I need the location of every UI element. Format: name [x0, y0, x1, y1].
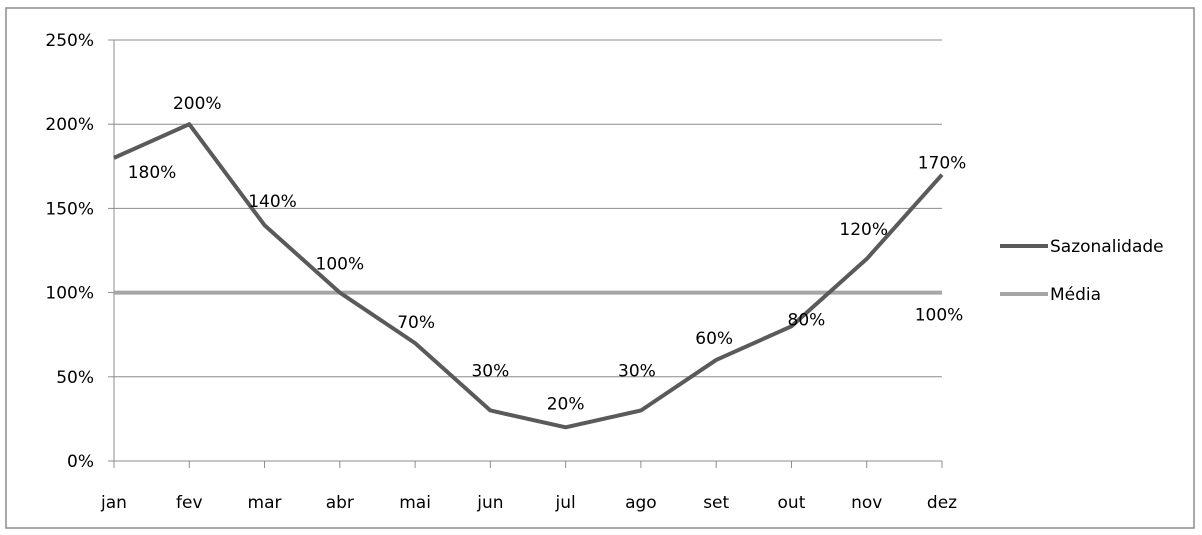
x-tick-label: set	[703, 493, 729, 513]
data-label: 120%	[839, 220, 888, 240]
data-label: 30%	[618, 361, 656, 381]
data-label: 100%	[915, 306, 964, 326]
data-label: 60%	[695, 329, 733, 349]
legend: Sazonalidade Média	[1000, 237, 1164, 305]
x-tick-label: abr	[326, 493, 354, 513]
x-tick-label: mai	[399, 493, 431, 513]
y-tick-label: 200%	[45, 115, 94, 135]
chart-border	[5, 7, 1195, 529]
data-label: 80%	[788, 310, 826, 330]
x-tick-label: out	[778, 493, 806, 513]
data-label: 200%	[173, 94, 222, 114]
data-label: 30%	[471, 361, 509, 381]
y-tick-label: 50%	[56, 368, 94, 388]
x-tick-label: jan	[100, 493, 127, 513]
data-label: 170%	[918, 154, 967, 174]
x-tick-label: fev	[176, 493, 203, 513]
series	[113, 122, 944, 430]
data-label: 20%	[547, 394, 585, 414]
y-tick-label: 150%	[45, 199, 94, 219]
x-tick-label: dez	[927, 493, 957, 513]
data-label: 140%	[248, 192, 297, 212]
y-tick-label: 250%	[45, 31, 94, 51]
legend-label: Sazonalidade	[1050, 237, 1164, 257]
x-tick-label: jun	[476, 493, 503, 513]
x-tick-label: ago	[625, 493, 657, 513]
legend-label: Média	[1050, 285, 1101, 305]
series-line-sazonalidade	[113, 122, 944, 430]
data-labels: 180% 200% 140% 100% 70% 30% 20% 30% 60% 80% 120% 17…	[128, 94, 967, 414]
x-tick-label: jul	[555, 493, 576, 513]
x-tick-label: nov	[851, 493, 882, 513]
data-label: 100%	[316, 255, 365, 275]
y-tick-label: 100%	[45, 284, 94, 304]
data-label: 70%	[397, 313, 435, 333]
data-label: 180%	[128, 163, 177, 183]
x-tick-label: mar	[248, 493, 282, 513]
axes: 0% 50% 100% 150% 200% 250% jan fev mar abr mai jun j…	[45, 31, 957, 513]
y-tick-label: 0%	[67, 452, 94, 472]
